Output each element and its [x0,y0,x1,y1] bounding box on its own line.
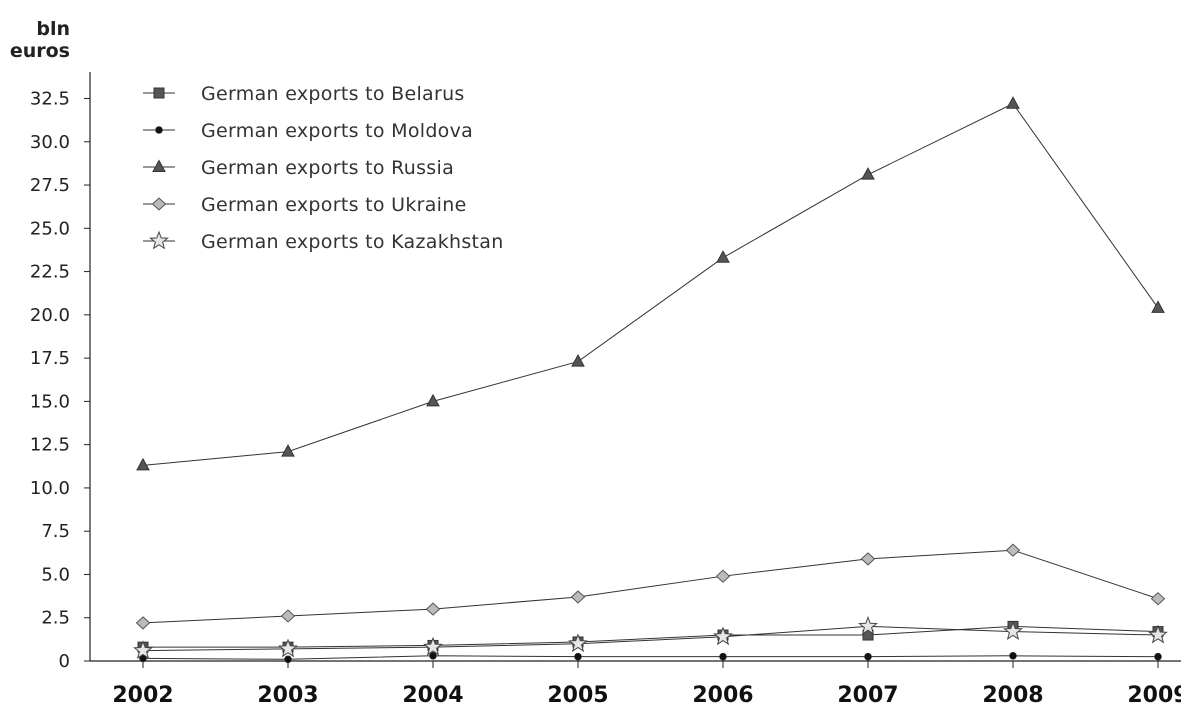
legend-item-kazakhstan: German exports to Kazakhstan [143,230,504,253]
series-line-belarus [143,625,1159,648]
y-tick-label: 30.0 [30,132,70,153]
data-point-kazakhstan [568,633,588,653]
data-point-ukraine [425,602,441,616]
data-point-moldova [864,652,872,661]
legend-item-ukraine: German exports to Ukraine [143,194,467,216]
y-tick-label: 15.0 [30,391,70,412]
legend-label: German exports to Moldova [201,120,473,142]
legend-item-moldova: German exports to Moldova [143,120,473,142]
x-tick-label: 2009 [1127,683,1181,704]
y-tick-label: 2.5 [41,608,70,629]
data-point-moldova [1009,652,1017,660]
data-point-moldova [284,655,292,664]
legend-marker-russia [152,159,166,172]
y-axis-unit-line2: euros [9,40,70,62]
axes: 0 2.5 5.0 7.5 10.0 12.5 15.0 17.5 20.0 22.5 25.0 27… [30,72,1181,704]
series-line-moldova [142,655,1159,660]
data-point-ukraine [280,609,296,623]
x-tick-label: 2006 [692,683,753,704]
series-line-kazakhstan [142,625,1159,652]
data-point-ukraine [570,590,586,604]
legend-marker-belarus [153,87,165,99]
data-point-kazakhstan [858,615,878,635]
x-tick-label: 2002 [112,683,173,704]
data-point-moldova [1154,652,1162,661]
data-point-russia [281,444,295,457]
data-point-russia [571,354,585,367]
data-point-kazakhstan [1148,624,1168,644]
legend-item-russia: German exports to Russia [143,157,454,179]
data-point-kazakhstan [133,640,153,660]
y-tick-label: 22.5 [30,262,70,283]
y-tick-label: 0 [59,651,70,672]
y-tick-label: 10.0 [30,478,70,499]
data-point-moldova [429,652,437,660]
x-tick-label: 2008 [982,683,1043,704]
y-axis-unit-line1: bln [36,18,70,40]
y-tick-label: 32.5 [30,89,70,110]
data-point-russia [1151,300,1165,313]
x-tick-label: 2007 [837,683,898,704]
y-tick-label: 27.5 [30,175,70,196]
y-axis-unit-label: bln euros [0,18,70,62]
data-point-kazakhstan [423,636,443,656]
series-line-ukraine [142,549,1159,624]
data-point-ukraine [135,616,151,630]
legend-label: German exports to Kazakhstan [201,231,504,253]
y-tick-label: 17.5 [30,348,70,369]
data-point-kazakhstan [278,638,298,658]
x-tick-label: 2005 [547,683,608,704]
legend-label: German exports to Russia [201,157,454,179]
data-point-russia [861,167,875,180]
series-lines [142,103,1159,660]
data-point-russia [1006,96,1020,109]
x-tick-label: 2003 [257,683,318,704]
data-point-moldova [574,652,582,661]
legend-marker-moldova [155,126,163,134]
legend-label: German exports to Belarus [201,83,465,105]
y-tick-label: 12.5 [30,435,70,456]
legend: German exports to Belarus German exports … [143,83,504,253]
legend-marker-ukraine [151,197,167,211]
data-point-ukraine [1005,543,1021,557]
data-point-ukraine [860,552,876,566]
y-tick-label: 7.5 [41,521,70,542]
series-markers [133,96,1168,664]
data-point-russia [136,457,150,471]
y-tick-label: 20.0 [30,305,70,326]
data-point-ukraine [715,569,731,583]
data-point-kazakhstan [1003,621,1023,641]
data-point-kazakhstan [713,626,733,646]
x-tick-label: 2004 [402,683,463,704]
legend-item-belarus: German exports to Belarus [143,83,465,105]
legend-marker-kazakhstan [149,230,169,250]
data-point-ukraine [1150,592,1166,606]
data-point-moldova [719,652,727,661]
data-point-russia [426,393,440,407]
y-tick-label: 25.0 [30,218,70,239]
y-tick-label: 5.0 [41,564,70,585]
data-point-russia [716,250,730,263]
legend-label: German exports to Ukraine [201,194,467,216]
series-line-russia [142,103,1159,466]
